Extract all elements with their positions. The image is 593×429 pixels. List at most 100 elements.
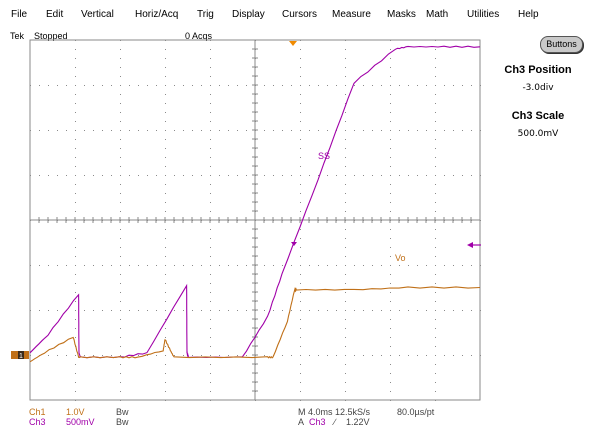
menu-help[interactable]: Help — [518, 9, 539, 20]
grid-dot — [210, 328, 211, 329]
trigger-level[interactable]: 1.22V — [346, 417, 370, 427]
menu-masks[interactable]: Masks — [387, 9, 416, 20]
horizontal-settings[interactable]: M 4.0ms 12.5kS/s — [298, 407, 371, 417]
grid-dot — [345, 274, 346, 275]
grid-dot — [39, 310, 40, 311]
grid-dot — [390, 382, 391, 383]
grid-dot — [399, 175, 400, 176]
grid-dot — [435, 130, 436, 131]
run-state: Stopped — [34, 31, 68, 41]
grid-dot — [165, 319, 166, 320]
grid-dot — [237, 355, 238, 356]
grid-dot — [102, 310, 103, 311]
grid-dot — [435, 40, 436, 41]
grid-dot — [345, 319, 346, 320]
grid-dot — [228, 85, 229, 86]
trigger-source[interactable]: Ch3 — [309, 417, 326, 427]
grid-dot — [75, 229, 76, 230]
grid-dot — [462, 355, 463, 356]
ch3-scale[interactable]: 500mV — [66, 417, 95, 427]
grid-dot — [57, 310, 58, 311]
ch1-scale[interactable]: 1.0V — [66, 407, 85, 417]
grid-dot — [201, 175, 202, 176]
menu-edit[interactable]: Edit — [46, 9, 64, 20]
grid-dot — [435, 121, 436, 122]
grid-dot — [300, 391, 301, 392]
grid-dot — [129, 265, 130, 266]
grid-dot — [75, 355, 76, 356]
menu-horiz-acq[interactable]: Horiz/Acq — [135, 9, 179, 20]
grid-dot — [165, 400, 166, 401]
grid-dot — [363, 355, 364, 356]
grid-dot — [480, 310, 481, 311]
grid-dot — [246, 85, 247, 86]
menu-utilities[interactable]: Utilities — [467, 9, 500, 20]
grid-dot — [57, 355, 58, 356]
menu-measure[interactable]: Measure — [332, 9, 371, 20]
grid-dot — [453, 130, 454, 131]
grid-dot — [426, 175, 427, 176]
grid-dot — [210, 391, 211, 392]
grid-dot — [165, 274, 166, 275]
grid-dot — [165, 148, 166, 149]
grid-dot — [462, 265, 463, 266]
vo-label: Vo — [395, 253, 406, 263]
grid-dot — [345, 400, 346, 401]
grid-dot — [390, 202, 391, 203]
grid-dot — [300, 364, 301, 365]
buttons-button[interactable]: Buttons — [540, 36, 583, 53]
ch3-position-value[interactable]: -3.0div — [522, 83, 554, 93]
menu-cursors[interactable]: Cursors — [282, 9, 318, 20]
grid-dot — [390, 364, 391, 365]
grid-dot — [75, 157, 76, 158]
grid-dot — [426, 85, 427, 86]
graticule-center-axes — [29, 39, 481, 401]
grid-dot — [300, 94, 301, 95]
grid-dot — [390, 238, 391, 239]
grid-dot — [165, 112, 166, 113]
grid-dot — [165, 139, 166, 140]
menu-vertical[interactable]: Vertical — [81, 9, 114, 20]
grid-dot — [345, 157, 346, 158]
grid-dot — [417, 355, 418, 356]
ch3-scale-value[interactable]: 500.0mV — [517, 129, 559, 139]
grid-dot — [57, 85, 58, 86]
grid-dot — [120, 247, 121, 248]
grid-dot — [246, 175, 247, 176]
menu-display[interactable]: Display — [232, 9, 265, 20]
menu-math[interactable]: Math — [426, 9, 449, 20]
grid-dot — [273, 265, 274, 266]
grid-dot — [210, 229, 211, 230]
grid-dot — [471, 85, 472, 86]
grid-dot — [75, 382, 76, 383]
grid-dot — [237, 265, 238, 266]
grid-dot — [210, 40, 211, 41]
grid-dot — [327, 310, 328, 311]
grid-dot — [435, 103, 436, 104]
menu-trig[interactable]: Trig — [197, 9, 214, 20]
grid-dot — [300, 202, 301, 203]
grid-dot — [30, 265, 31, 266]
grid-dot — [435, 202, 436, 203]
menu-file[interactable]: File — [11, 9, 28, 20]
grid-dot — [390, 58, 391, 59]
grid-dot — [291, 265, 292, 266]
grid-dot — [165, 229, 166, 230]
grid-dot — [210, 364, 211, 365]
grid-dot — [75, 391, 76, 392]
grid-dot — [300, 301, 301, 302]
grid-dot — [408, 130, 409, 131]
grid-dot — [372, 130, 373, 131]
grid-dot — [120, 274, 121, 275]
grid-dot — [345, 49, 346, 50]
grid-dot — [57, 265, 58, 266]
grid-dot — [390, 103, 391, 104]
grid-dot — [48, 85, 49, 86]
grid-dot — [210, 202, 211, 203]
grid-dot — [381, 265, 382, 266]
grid-dot — [417, 265, 418, 266]
grid-dot — [363, 130, 364, 131]
grid-dot — [120, 373, 121, 374]
grid-dot — [219, 85, 220, 86]
